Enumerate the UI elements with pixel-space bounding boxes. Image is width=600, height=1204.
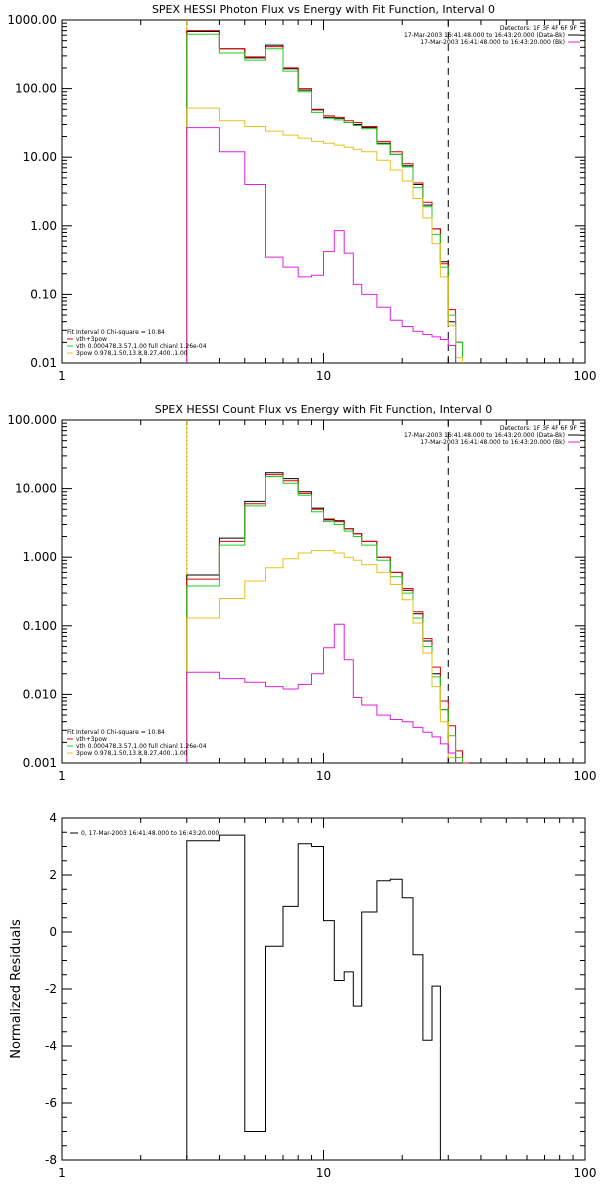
series-1-step-line [186,474,469,764]
y-tick-label: -4 [45,1039,57,1053]
y-axis-label: Normalized Residuals [9,919,24,1059]
legend-entry: 17-Mar-2003 16:41:48.000 to 16:43:20.000… [420,439,565,446]
y-tick-label: 10.000 [15,482,57,496]
x-tick-label: 10 [316,1166,331,1180]
legend-entry: Fit Interval 0 Chi-square = 10.84 [67,729,165,736]
legend-entry: vth 0.000478,3.57,1.00 full chianl 1.26e… [76,743,207,750]
series-0-step-line [186,834,441,1160]
series-2-step-line [186,476,463,763]
x-tick-label: 100 [574,369,597,383]
y-tick-label: -2 [45,982,57,996]
legend-entry: 3pow 0.978,1.50,13.8,8.27,400.,1.00 [76,350,188,357]
legend-entry: 17-Mar-2003 16:41:48.000 to 16:43:20.000… [420,39,565,46]
y-tick-label: 0.100 [23,619,57,633]
y-tick-label: 0.10 [30,287,57,301]
y-tick-label: 10.00 [23,150,57,164]
series-2-step-line [186,33,463,363]
legend-entry: 17-Mar-2003 16:41:48.000 to 16:43:20.000… [404,32,565,39]
legend-entry: 0, 17-Mar-2003 16:41:48.000 to 16:43:20.… [81,830,219,837]
y-tick-label: 1.000 [23,550,57,564]
x-tick-label: 1 [58,1166,66,1180]
chart-title: SPEX HESSI Count Flux vs Energy with Fit… [155,403,492,416]
legend-entry: Fit Interval 0 Chi-square = 10.84 [67,329,165,336]
series-0-step-line [186,31,457,363]
legend-entry: vth+3pow [76,736,107,743]
y-tick-label: 100.00 [15,82,57,96]
y-tick-label: 1000.00 [7,13,57,27]
series-1-step-line [186,30,463,363]
series-3-step-line [186,107,463,363]
series-4-step-line [186,623,457,763]
y-tick-label: 0.001 [23,756,57,770]
legend-entry: vth+3pow [76,336,107,343]
y-tick-label: 2 [49,868,57,882]
legend-entry: 17-Mar-2003 16:41:48.000 to 16:43:20.000… [404,432,565,439]
x-tick-label: 1 [58,369,66,383]
chart-title: SPEX HESSI Photon Flux vs Energy with Fi… [152,3,495,16]
y-tick-label: 4 [49,811,57,825]
series-3-step-line [186,550,457,763]
legend-entry: 3pow 0.978,1.50,13.8,8.27,400.,1.00 [76,750,188,757]
x-tick-label: 100 [574,769,597,783]
y-tick-label: 0.01 [30,356,57,370]
plot-frame [61,419,586,764]
x-tick-label: 1 [58,769,66,783]
x-tick-label: 100 [574,1166,597,1180]
legend-entry: Detectors: 1F 3F 4F 6F 9F [500,25,578,32]
y-tick-label: 0 [49,925,57,939]
plot-frame [61,19,586,364]
y-tick-label: -8 [45,1153,57,1167]
x-tick-label: 10 [316,369,331,383]
y-tick-label: 1.00 [30,219,57,233]
y-tick-label: -6 [45,1096,57,1110]
y-tick-label: 0.010 [23,687,57,701]
legend-entry: Detectors: 1F 3F 4F 6F 9F [500,425,578,432]
legend-entry: vth 0.000478,3.57,1.00 full chianl 1.26e… [76,343,207,350]
series-4-step-line [186,127,457,363]
x-tick-label: 10 [316,769,331,783]
y-tick-label: 100.000 [7,413,57,427]
